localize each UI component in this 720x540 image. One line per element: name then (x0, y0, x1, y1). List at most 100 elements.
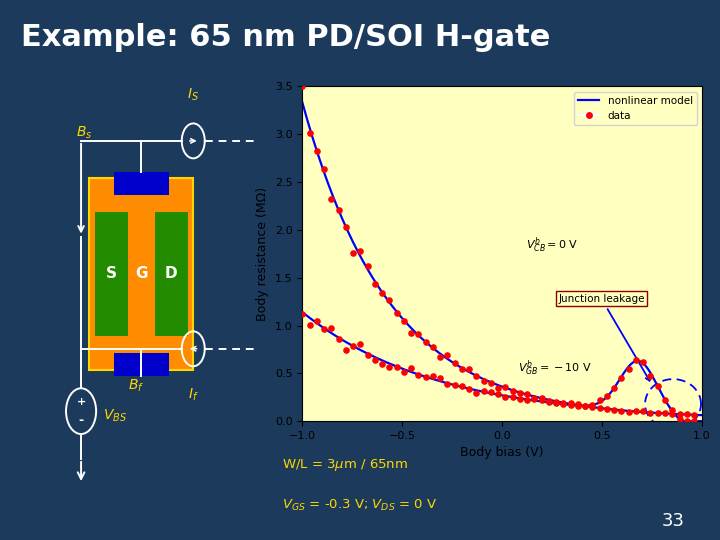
Y-axis label: Body resistance (MΩ): Body resistance (MΩ) (256, 187, 269, 321)
data (601, 404, 613, 413)
Point (580, 402, 591, 410)
Line: nonlinear model: nonlinear model (302, 103, 702, 415)
Bar (155, 212, 188, 336)
Text: $B_s$: $B_s$ (76, 124, 92, 141)
data (478, 377, 490, 386)
Point (464, 384, 475, 393)
Point (521, 395, 533, 404)
data (507, 387, 518, 395)
data (384, 296, 395, 305)
Point (674, 415, 685, 424)
Point (630, 356, 642, 364)
Point (681, 417, 693, 426)
Point (551, 399, 562, 407)
Point (304, 321, 315, 329)
Point (391, 363, 402, 372)
Text: G: G (135, 266, 148, 281)
Point (478, 387, 490, 395)
Point (449, 380, 461, 389)
data (500, 382, 511, 391)
data (398, 317, 410, 326)
Point (652, 381, 664, 390)
Point (405, 364, 417, 373)
data (630, 407, 642, 416)
Point (471, 389, 482, 397)
Text: W/L = 3$\mu$m / 65nm: W/L = 3$\mu$m / 65nm (282, 457, 408, 472)
Bar (89, 178, 193, 369)
Point (623, 364, 634, 373)
X-axis label: Body bias (V): Body bias (V) (461, 447, 544, 460)
Point (528, 395, 540, 403)
Text: $I_f$: $I_f$ (188, 387, 199, 403)
data (311, 146, 323, 155)
Point (587, 401, 598, 409)
Point (355, 340, 366, 348)
Point (536, 396, 547, 404)
data (594, 404, 606, 413)
Point (514, 395, 526, 403)
data (297, 82, 308, 91)
data (333, 206, 344, 215)
data (587, 402, 598, 411)
Point (325, 323, 337, 332)
Text: Junction leakage: Junction leakage (558, 294, 649, 381)
Point (572, 401, 584, 410)
data (528, 394, 540, 402)
data (391, 308, 402, 317)
data (434, 353, 446, 362)
Text: +: + (76, 397, 86, 407)
data (449, 359, 461, 368)
data (348, 249, 359, 258)
Point (413, 371, 424, 380)
data (369, 280, 381, 289)
Text: $V_{GS}$ = -0.3 V; $V_{DS}$ = 0 V: $V_{GS}$ = -0.3 V; $V_{DS}$ = 0 V (282, 498, 438, 513)
Bar (95, 212, 127, 336)
Point (384, 362, 395, 371)
Legend: nonlinear model, data: nonlinear model, data (574, 92, 697, 125)
data (565, 399, 577, 407)
data (492, 384, 504, 393)
data (623, 407, 634, 416)
data (681, 410, 693, 419)
data (377, 289, 388, 298)
Point (565, 401, 577, 409)
Text: S: S (106, 266, 117, 281)
data (543, 397, 554, 406)
Point (667, 406, 678, 415)
data (325, 194, 337, 203)
Point (434, 374, 446, 382)
Point (398, 368, 410, 377)
Text: $V_{GB}^b = -10$ V: $V_{GB}^b = -10$ V (518, 358, 592, 378)
data (420, 338, 431, 346)
Text: D: D (165, 266, 178, 281)
Bar (114, 172, 168, 195)
Point (311, 316, 323, 325)
Text: Example: 65 nm PD/SOI H-gate: Example: 65 nm PD/SOI H-gate (22, 23, 551, 52)
data (637, 407, 649, 416)
data (456, 364, 468, 373)
data (362, 262, 374, 271)
Point (318, 325, 330, 333)
Point (543, 397, 554, 406)
data (608, 406, 620, 414)
Point (601, 392, 613, 400)
data (304, 129, 315, 137)
data (441, 351, 453, 360)
data (674, 410, 685, 418)
Point (637, 358, 649, 367)
Point (608, 384, 620, 393)
data (485, 379, 497, 387)
Text: $V_{CB}^b = 0$ V: $V_{CB}^b = 0$ V (526, 236, 579, 255)
nonlinear model (346, 234, 355, 240)
Point (456, 381, 468, 390)
data (616, 407, 627, 415)
Point (369, 356, 381, 364)
Point (348, 342, 359, 351)
data (405, 328, 417, 337)
data (688, 410, 700, 419)
Point (362, 350, 374, 359)
Text: $V_{BS}$: $V_{BS}$ (103, 407, 127, 423)
data (413, 329, 424, 338)
nonlinear model (587, 404, 595, 410)
nonlinear model (549, 397, 558, 404)
